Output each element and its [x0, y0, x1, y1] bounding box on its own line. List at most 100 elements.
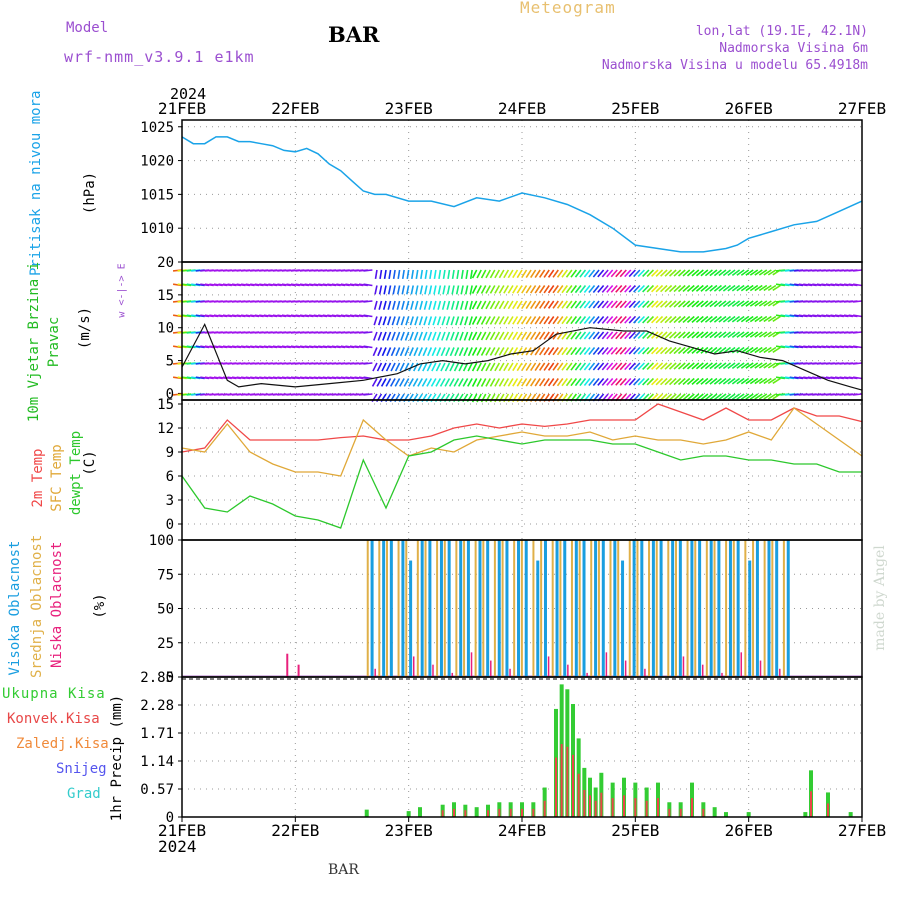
wind-vector: [700, 362, 709, 370]
wind-vector: [552, 269, 559, 278]
wind-vector: [525, 269, 532, 279]
wind-vector: [427, 316, 433, 326]
wind-vector: [754, 284, 763, 292]
wind-vector: [682, 377, 691, 386]
wind-vector: [682, 315, 691, 324]
wind-vector: [451, 269, 455, 280]
year-top: 2024: [170, 85, 207, 103]
wind-vector: [740, 284, 750, 292]
cloud-bar: [397, 540, 400, 677]
wind-vector: [433, 285, 437, 295]
wind-vector: [460, 300, 464, 310]
wind-vector: [731, 377, 741, 385]
x-tick-label-bottom: 22FEB: [271, 821, 319, 840]
wind-vector: [736, 300, 745, 307]
wind-vector: [403, 378, 410, 387]
wind-vector: [682, 269, 691, 277]
wind-vector: [432, 300, 437, 310]
wind-vector: [745, 346, 754, 354]
wind-vector: [588, 346, 596, 356]
precip-conv-bar: [498, 808, 501, 817]
wind-vector: [471, 316, 478, 325]
wind-vector: [445, 347, 451, 357]
precip-conv-bar: [810, 791, 812, 817]
wind-vector: [749, 331, 759, 338]
wind-vector: [677, 269, 686, 277]
wind-vector: [695, 393, 704, 401]
wind-vector: [431, 331, 437, 341]
wind-vector: [655, 269, 664, 277]
wind-vector: [391, 316, 396, 326]
wind-vector: [433, 269, 437, 280]
wind-vector: [664, 377, 673, 386]
wind-vector: [422, 347, 428, 357]
wind-vector: [633, 315, 641, 324]
wind-vector: [601, 346, 609, 355]
wind-vector: [547, 285, 555, 294]
wind-vector: [534, 347, 541, 356]
wind-vector: [432, 316, 437, 326]
wind-vector: [673, 331, 682, 339]
wind-vector: [556, 362, 564, 371]
wind-vector: [543, 316, 550, 325]
wind-vector: [677, 377, 686, 386]
wind-vector: [718, 362, 727, 370]
wind-vector: [521, 285, 528, 294]
wind-vector: [438, 269, 442, 280]
wind-vector: [583, 300, 591, 309]
wind-vector: [371, 378, 378, 387]
wind-vector: [749, 300, 759, 307]
wind-vector: [633, 300, 641, 309]
wind-vector: [382, 331, 387, 341]
wind-vector: [476, 393, 482, 403]
wind-vector: [731, 284, 741, 292]
precip-conv-bar: [645, 800, 648, 817]
wind-vector: [507, 378, 514, 387]
wind-vector: [588, 377, 596, 387]
cloud-bar: [386, 540, 388, 677]
wind-vector: [530, 285, 537, 294]
wind-vector: [516, 378, 523, 387]
wind-vector: [664, 300, 673, 308]
wind-vector: [521, 269, 528, 279]
wind-vector: [736, 346, 745, 354]
wind-vector: [480, 393, 487, 403]
wind-vector: [376, 362, 383, 372]
wind-vector: [565, 378, 573, 387]
y-tick-label: 1.71: [140, 726, 174, 742]
wind-vector: [363, 345, 373, 349]
precip-conv-bar: [668, 808, 671, 817]
wind-vector: [494, 269, 501, 279]
wind-vector: [633, 331, 641, 340]
y-tick-label: 5: [166, 354, 174, 370]
wind-vector: [673, 346, 682, 355]
precip-frozen-label: Zaledj.Kisa: [16, 736, 109, 752]
wind-vector: [579, 316, 587, 325]
cloud-bar: [463, 540, 466, 677]
wind-vector: [456, 269, 460, 280]
wind-vector: [379, 269, 383, 280]
wind-vector: [601, 362, 609, 371]
wind-vector: [399, 378, 405, 387]
wind-vector: [763, 269, 772, 276]
cloud-bar: [617, 540, 620, 677]
precip-bar: [724, 812, 728, 817]
cloud-bar: [509, 668, 511, 677]
wind-vector: [686, 346, 695, 355]
wind-vector: [691, 269, 700, 277]
wind-vector: [503, 362, 510, 372]
cloud-bar: [570, 540, 573, 677]
wind-vector: [440, 347, 446, 357]
wind-vector: [494, 347, 501, 356]
cloud-bar: [628, 540, 631, 677]
wind-vector: [372, 362, 378, 372]
panel-frame: [181, 399, 863, 541]
wind-vector: [745, 300, 754, 307]
wind-vector: [619, 362, 627, 371]
cloud-bar: [636, 540, 639, 677]
wind-vector: [413, 347, 419, 357]
wind-vector: [601, 315, 609, 324]
wind-vector: [383, 269, 387, 280]
wind-vector: [691, 362, 700, 370]
wind-vector: [637, 315, 645, 324]
